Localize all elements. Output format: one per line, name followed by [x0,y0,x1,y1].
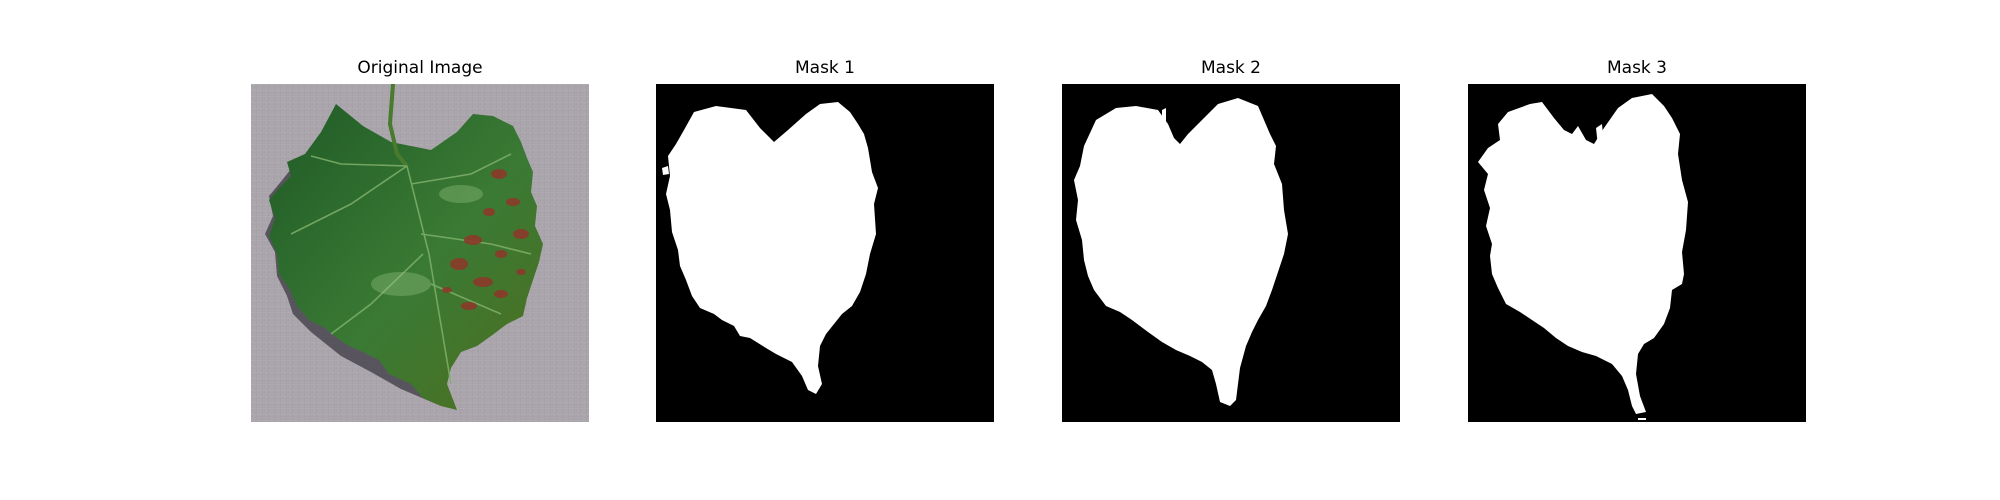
mask-1-leaf-region [666,102,878,394]
leaf-veins [290,153,532,385]
panel-title: Mask 3 [1606,58,1667,78]
panel-original-image: Original Image [251,56,589,422]
panel-mask-1: Mask 1 [656,56,994,422]
mask-3-bottom-tail [1638,418,1646,420]
mask-2-image [1062,84,1400,422]
leaf-highlights [371,185,483,296]
mask-3-top-spike [1596,124,1604,146]
panel-title: Mask 2 [1200,58,1261,78]
original-leaf-image [251,84,589,422]
mask-1-image [656,84,994,422]
leaf-stem [387,84,409,168]
mask-2-leaf-region [1074,98,1288,406]
panel-mask-2: Mask 2 [1062,56,1400,422]
panel-title: Mask 1 [794,58,855,78]
mask-1-left-notch [662,166,669,175]
mask-2-top-notch [1162,108,1166,124]
leaf-body [269,104,543,410]
mask-3-image [1468,84,1806,422]
panel-title: Original Image [357,58,483,78]
mask-3-leaf-region [1478,94,1688,414]
panel-mask-3: Mask 3 [1468,56,1806,422]
leaf-lesions [442,169,529,310]
